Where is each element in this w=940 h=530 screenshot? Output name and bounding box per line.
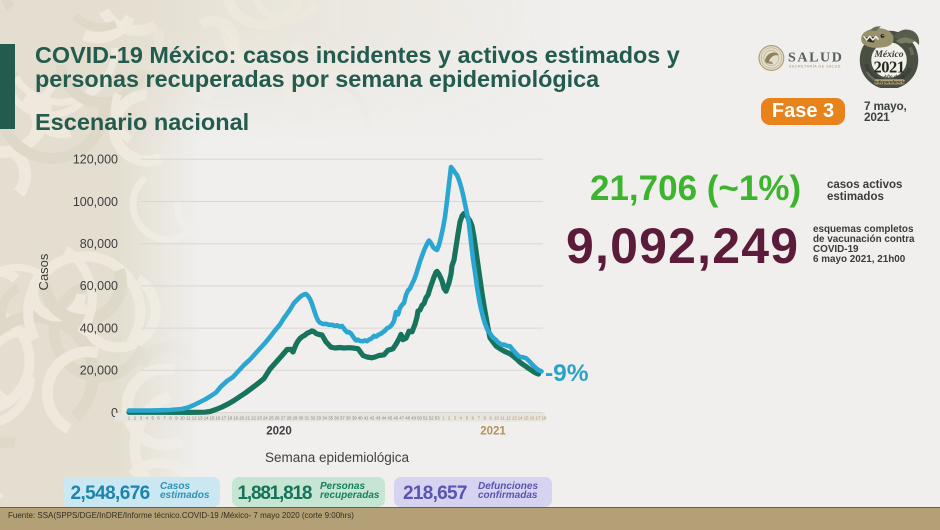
- svg-text:80,000: 80,000: [80, 237, 118, 251]
- svg-text:32: 32: [310, 415, 315, 420]
- svg-text:México: México: [873, 50, 903, 60]
- svg-text:120,000: 120,000: [73, 153, 118, 167]
- svg-text:21: 21: [245, 415, 250, 420]
- svg-text:Semana epidemiológica: Semana epidemiológica: [265, 450, 410, 465]
- svg-text:-9%: -9%: [545, 360, 589, 387]
- svg-text:29: 29: [293, 415, 298, 420]
- svg-text:13: 13: [512, 415, 517, 420]
- svg-text:15: 15: [524, 415, 529, 420]
- svg-text:46: 46: [393, 415, 398, 420]
- svg-text:7: 7: [478, 415, 481, 420]
- svg-text:14: 14: [518, 415, 523, 420]
- svg-text:13: 13: [198, 415, 203, 420]
- svg-text:2021: 2021: [874, 58, 905, 77]
- svg-text:33: 33: [316, 415, 321, 420]
- svg-text:60,000: 60,000: [80, 279, 118, 293]
- svg-text:0: 0: [111, 406, 118, 420]
- svg-text:2021: 2021: [480, 426, 506, 438]
- svg-text:22: 22: [251, 415, 256, 420]
- svg-text:51: 51: [423, 415, 428, 420]
- svg-text:1: 1: [442, 415, 445, 420]
- svg-text:40,000: 40,000: [80, 321, 118, 335]
- svg-text:25: 25: [269, 415, 274, 420]
- svg-text:39: 39: [352, 415, 357, 420]
- svg-text:Casos: Casos: [36, 253, 51, 290]
- svg-text:2: 2: [448, 415, 451, 420]
- svg-text:30: 30: [299, 415, 304, 420]
- svg-text:4: 4: [146, 415, 149, 420]
- svg-text:18: 18: [542, 415, 547, 420]
- svg-text:16: 16: [530, 415, 535, 420]
- svg-text:20,000: 20,000: [80, 364, 118, 378]
- svg-text:23: 23: [257, 415, 262, 420]
- svg-text:1: 1: [128, 415, 131, 420]
- svg-text:9: 9: [489, 415, 492, 420]
- svg-text:12: 12: [506, 415, 511, 420]
- svg-text:14: 14: [204, 415, 209, 420]
- svg-text:28: 28: [287, 415, 292, 420]
- svg-text:6: 6: [472, 415, 475, 420]
- svg-text:45: 45: [387, 415, 392, 420]
- svg-text:48: 48: [405, 415, 410, 420]
- svg-text:36: 36: [334, 415, 339, 420]
- svg-text:9: 9: [175, 415, 178, 420]
- svg-text:Año de la: Año de la: [883, 74, 905, 79]
- svg-text:24: 24: [263, 415, 268, 420]
- svg-text:2: 2: [134, 415, 137, 420]
- svg-text:27: 27: [281, 415, 286, 420]
- svg-text:6: 6: [157, 415, 160, 420]
- svg-text:44: 44: [382, 415, 387, 420]
- svg-text:34: 34: [322, 415, 327, 420]
- svg-text:53: 53: [435, 415, 440, 420]
- svg-text:3: 3: [140, 415, 143, 420]
- svg-text:16: 16: [216, 415, 221, 420]
- svg-text:40: 40: [358, 415, 363, 420]
- svg-text:41: 41: [364, 415, 369, 420]
- svg-text:52: 52: [429, 415, 434, 420]
- svg-text:7: 7: [163, 415, 166, 420]
- svg-text:SECRETARÍA DE SALUD: SECRETARÍA DE SALUD: [789, 65, 841, 69]
- svg-text:38: 38: [346, 415, 351, 420]
- svg-text:4: 4: [460, 415, 463, 420]
- svg-text:35: 35: [328, 415, 333, 420]
- svg-text:8: 8: [169, 415, 172, 420]
- svg-text:26: 26: [275, 415, 280, 420]
- svg-text:11: 11: [500, 415, 505, 420]
- svg-text:20: 20: [239, 415, 244, 420]
- svg-text:18: 18: [227, 415, 232, 420]
- svg-text:3: 3: [454, 415, 457, 420]
- svg-text:11: 11: [186, 415, 191, 420]
- svg-text:8: 8: [484, 415, 487, 420]
- svg-text:17: 17: [536, 415, 541, 420]
- svg-text:19: 19: [233, 415, 238, 420]
- svg-text:42: 42: [370, 415, 375, 420]
- svg-text:10: 10: [494, 415, 499, 420]
- svg-text:50: 50: [417, 415, 422, 420]
- svg-text:31: 31: [304, 415, 309, 420]
- svg-text:2020: 2020: [266, 426, 292, 438]
- svg-text:5: 5: [152, 415, 155, 420]
- svg-text:10: 10: [180, 415, 185, 420]
- svg-text:49: 49: [411, 415, 416, 420]
- svg-text:12: 12: [192, 415, 197, 420]
- svg-text:37: 37: [340, 415, 345, 420]
- svg-text:SALUD: SALUD: [788, 51, 843, 66]
- svg-text:47: 47: [399, 415, 404, 420]
- svg-text:5: 5: [466, 415, 469, 420]
- svg-text:15: 15: [210, 415, 215, 420]
- svg-text:43: 43: [376, 415, 381, 420]
- svg-text:Independencia: Independencia: [873, 79, 906, 84]
- svg-text:17: 17: [221, 415, 226, 420]
- svg-text:100,000: 100,000: [73, 195, 118, 209]
